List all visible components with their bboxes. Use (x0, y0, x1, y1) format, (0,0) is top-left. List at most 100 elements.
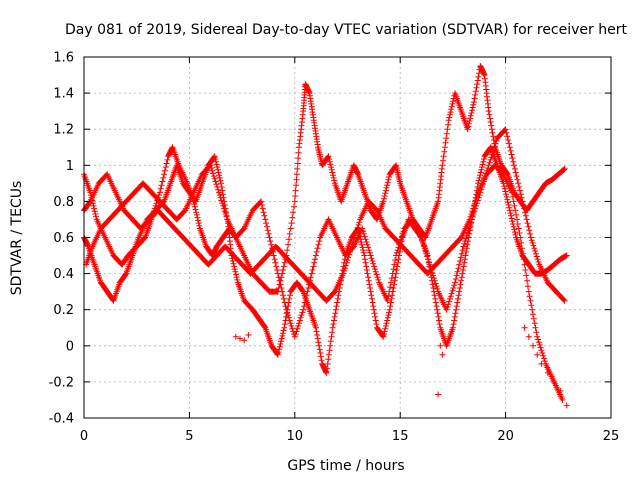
data-point (425, 258, 432, 265)
data-point (380, 333, 387, 340)
data-point (341, 256, 348, 263)
data-point (480, 158, 487, 165)
data-point (231, 263, 238, 270)
data-point (309, 267, 316, 273)
y-tick-label: 0.2 (53, 303, 74, 318)
data-point (511, 162, 517, 169)
data-point (372, 317, 379, 324)
data-point (231, 266, 238, 273)
data-point (526, 227, 533, 234)
data-point (382, 325, 389, 332)
data-point (475, 194, 482, 201)
data-point (463, 235, 469, 242)
data-point (317, 353, 324, 360)
data-point (223, 213, 230, 220)
data-point (280, 263, 287, 270)
data-point (531, 245, 538, 252)
data-point (288, 322, 295, 329)
data-point (447, 109, 454, 116)
data-point (301, 299, 308, 306)
data-point (533, 329, 540, 336)
data-point (218, 197, 225, 204)
data-point (480, 178, 487, 185)
data-point (394, 247, 401, 254)
data-point (258, 202, 265, 208)
data-point (163, 160, 170, 167)
data-point (269, 245, 275, 252)
data-point (207, 162, 214, 169)
data-point (480, 156, 487, 162)
data-point (501, 185, 508, 192)
data-point (514, 216, 520, 223)
data-point (458, 274, 465, 281)
data-point (486, 159, 493, 166)
data-point (264, 227, 271, 234)
data-point (279, 332, 286, 339)
data-point (292, 187, 299, 194)
data-point (457, 258, 464, 264)
data-point (489, 151, 496, 158)
data-point (529, 239, 536, 246)
data-point (506, 144, 513, 151)
data-point (363, 267, 370, 273)
data-point (511, 226, 518, 233)
data-point (291, 203, 297, 210)
data-point (535, 336, 542, 343)
data-point (429, 281, 436, 288)
data-point (433, 283, 440, 290)
data-point (385, 176, 392, 183)
data-point (283, 306, 290, 313)
data-point (525, 223, 532, 230)
data-point (286, 230, 293, 237)
data-point (329, 324, 336, 331)
data-point (329, 329, 336, 336)
data-point (513, 173, 520, 180)
data-point (267, 238, 274, 245)
data-point (359, 244, 366, 251)
data-point (483, 170, 490, 177)
data-point (381, 193, 388, 199)
data-point (90, 202, 97, 209)
data-point (451, 317, 458, 324)
data-point (441, 148, 448, 155)
data-point (220, 202, 227, 209)
data-point (361, 252, 368, 259)
data-point (311, 259, 318, 266)
data-point (535, 339, 542, 346)
data-point (463, 248, 470, 255)
data-point (328, 164, 335, 171)
data-point (456, 261, 463, 268)
data-point (452, 279, 458, 286)
data-point (221, 205, 227, 212)
data-point (465, 227, 472, 234)
data-point (229, 258, 236, 264)
data-point (316, 346, 323, 353)
data-point (211, 153, 218, 160)
data-point (360, 228, 367, 235)
data-point (527, 230, 534, 237)
data-point (356, 219, 363, 226)
data-point (192, 206, 199, 213)
data-point (276, 346, 283, 353)
data-point (530, 242, 537, 249)
data-point (352, 230, 359, 236)
data-point (381, 328, 388, 335)
data-point (294, 165, 301, 172)
data-point (466, 118, 473, 125)
series-isolated (232, 324, 570, 409)
data-point (388, 275, 395, 282)
data-point (326, 347, 333, 354)
data-point (365, 277, 372, 284)
data-point (511, 165, 518, 172)
data-point (159, 178, 166, 185)
x-tick-label: 10 (287, 429, 304, 444)
data-point (92, 211, 99, 217)
data-point (340, 270, 347, 277)
data-point (280, 327, 287, 334)
data-point (326, 156, 333, 162)
data-point (472, 91, 479, 98)
data-point (446, 114, 453, 121)
data-point (477, 169, 484, 176)
data-point (519, 245, 525, 252)
